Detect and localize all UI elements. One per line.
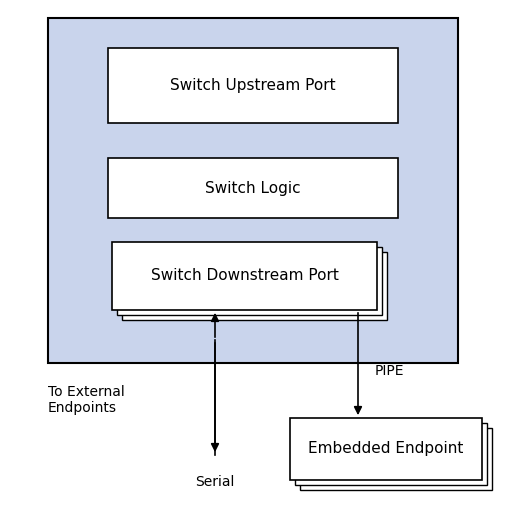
Text: Switch Downstream Port: Switch Downstream Port <box>150 268 339 283</box>
Bar <box>300 428 492 490</box>
Bar <box>117 247 382 315</box>
Text: PIPE: PIPE <box>375 364 404 378</box>
Bar <box>290 418 482 480</box>
Text: Switch Logic: Switch Logic <box>205 180 301 196</box>
Text: To External
Endpoints: To External Endpoints <box>48 385 125 415</box>
Bar <box>122 252 387 320</box>
Bar <box>112 242 377 310</box>
Bar <box>295 423 487 485</box>
Text: Switch Upstream Port: Switch Upstream Port <box>170 78 336 93</box>
Bar <box>108 158 398 218</box>
Text: Serial: Serial <box>195 475 234 489</box>
Bar <box>48 18 458 363</box>
Text: Embedded Endpoint: Embedded Endpoint <box>308 441 464 457</box>
Bar <box>108 48 398 123</box>
